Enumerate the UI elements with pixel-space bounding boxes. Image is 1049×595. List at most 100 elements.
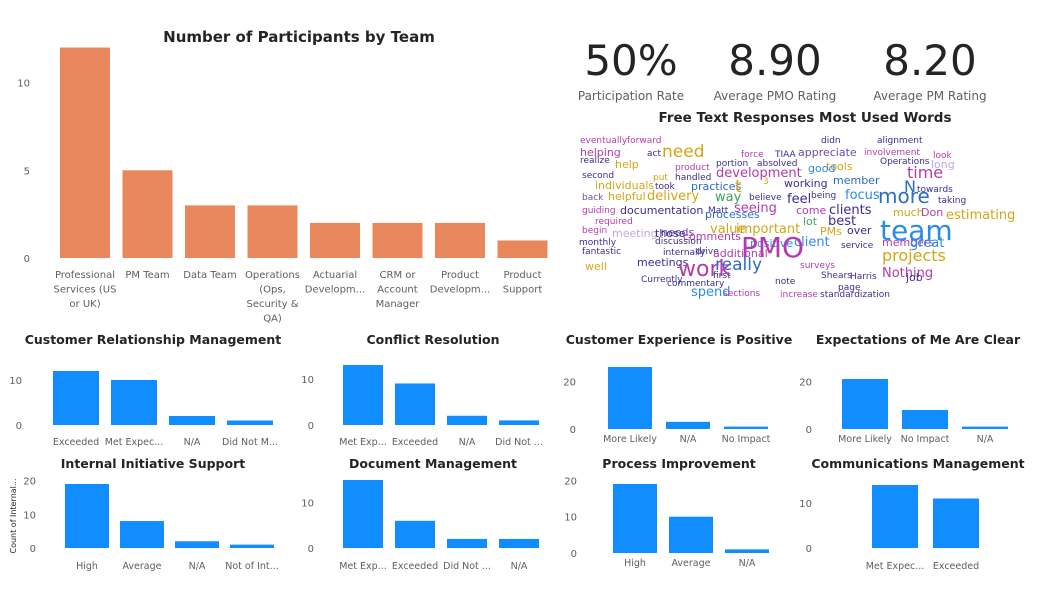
word-cloud-word: documentation — [620, 204, 703, 217]
y-tick-label: 0 — [308, 421, 314, 432]
x-tick-label: Met Expec... — [105, 437, 164, 448]
x-tick-label: or UK) — [69, 299, 100, 310]
word-cloud-word: need — [662, 142, 704, 162]
chart-title: Customer Relationship Management — [25, 332, 282, 347]
word-cloud-word: estimating — [946, 208, 1015, 223]
word-cloud-word: important — [736, 222, 800, 237]
word-cloud-word: additional — [713, 247, 768, 260]
x-tick-label: Account — [377, 285, 417, 296]
word-cloud-word: lot — [803, 215, 818, 228]
word-cloud-word: t — [735, 177, 742, 197]
word-cloud-word: guiding — [582, 206, 616, 216]
word-cloud-word: increase — [780, 290, 818, 300]
kpi-label: Average PM Rating — [873, 89, 987, 103]
word-cloud-word: delivery — [647, 189, 700, 204]
word-cloud-word: client — [794, 235, 830, 250]
x-tick-label: PM Team — [125, 270, 169, 281]
word-cloud-word: took — [655, 182, 676, 192]
word-cloud-word: development — [716, 166, 802, 181]
y-tick-label: 10 — [9, 376, 22, 387]
y-tick-label: 20 — [563, 377, 576, 388]
word-cloud: eventually forward didn alignment helping act… — [579, 136, 1015, 300]
x-tick-label: No Impact — [901, 434, 950, 445]
word-cloud-word: Currently — [641, 275, 683, 285]
bar — [185, 205, 235, 258]
word-cloud-word: members — [882, 236, 934, 249]
word-cloud-word: didn — [821, 136, 841, 146]
chart-title: Expectations of Me Are Clear — [816, 332, 1021, 347]
word-cloud-word: helping — [580, 146, 621, 159]
bar — [608, 367, 652, 429]
x-tick-label: Did Not M... — [222, 437, 278, 448]
word-cloud-word: Harris — [850, 272, 877, 282]
y-tick-label: 10 — [301, 375, 314, 386]
bar — [435, 222, 485, 258]
x-tick-label: Services (US — [54, 285, 117, 296]
x-tick-label: More Likely — [838, 434, 892, 445]
x-tick-label: Developm... — [430, 285, 490, 296]
x-tick-label: Exceeded — [392, 561, 438, 572]
y-tick-label: 0 — [308, 544, 314, 555]
word-cloud-word: 3 — [763, 177, 769, 187]
bar — [60, 47, 110, 259]
bar — [447, 538, 487, 548]
y-tick-label: 0 — [806, 544, 812, 555]
word-cloud-word: required — [595, 217, 633, 227]
x-tick-label: Manager — [376, 299, 421, 310]
y-tick-label: 10 — [301, 499, 314, 510]
word-cloud-word: long — [931, 158, 955, 171]
x-tick-label: More Likely — [603, 434, 657, 445]
y-tick-label: 10 — [23, 510, 36, 521]
bar — [499, 420, 539, 425]
chart-communications-management: Communications Management 0 10 Met Expec...… — [799, 456, 1024, 572]
x-tick-label: Exceeded — [53, 437, 99, 448]
x-tick-label: Met Expec... — [866, 561, 925, 572]
word-cloud-word: being — [811, 191, 836, 201]
x-tick-label: Did Not ... — [443, 561, 491, 572]
chart-title: Number of Participants by Team — [163, 28, 435, 46]
word-cloud-word: individuals — [595, 179, 654, 192]
y-tick-label: 10 — [17, 79, 30, 90]
word-cloud-word: forward — [627, 136, 662, 146]
bar — [842, 379, 888, 429]
x-tick-label: Exceeded — [933, 561, 979, 572]
word-cloud-word: standardization — [820, 290, 890, 300]
word-cloud-title: Free Text Responses Most Used Words — [658, 110, 952, 126]
word-cloud-word: processes — [705, 208, 760, 221]
x-tick-label: Developm... — [305, 285, 365, 296]
word-cloud-word: clients — [829, 203, 872, 218]
chart-process-improvement: Process Improvement 0 10 20 High Average N/A — [564, 456, 769, 569]
y-tick-label: 0 — [570, 425, 576, 436]
word-cloud-word: comments — [683, 230, 741, 243]
x-tick-label: CRM or — [380, 270, 417, 281]
word-cloud-word: Don — [921, 206, 943, 219]
x-tick-label: Not of Int... — [225, 561, 278, 572]
word-cloud-word: commentary — [667, 279, 725, 289]
x-tick-label: High — [624, 558, 646, 569]
word-cloud-word: sections — [723, 289, 760, 299]
word-cloud-word: needs — [661, 226, 694, 239]
bar — [343, 365, 383, 425]
word-cloud-word: more — [878, 184, 930, 208]
word-cloud-word: force — [741, 150, 764, 160]
word-cloud-word: projects — [882, 246, 946, 265]
word-cloud-word: alignment — [877, 136, 923, 146]
x-tick-label: Did Not ... — [495, 437, 543, 448]
chart-title: Document Management — [349, 456, 517, 471]
x-tick-label: Average — [122, 561, 161, 572]
word-cloud-word: working — [784, 177, 828, 190]
x-tick-label: Product — [504, 270, 542, 281]
chart-title: Internal Initiative Support — [61, 456, 245, 471]
y-tick-label: 20 — [799, 377, 812, 388]
word-cloud-word: fantastic — [582, 247, 621, 257]
word-cloud-word: internally — [663, 248, 706, 258]
word-cloud-word: put — [653, 173, 668, 183]
word-cloud-word: work — [678, 257, 731, 282]
word-cloud-word: towards — [917, 185, 953, 195]
x-tick-label: Security & — [246, 299, 298, 310]
bar — [724, 426, 768, 429]
x-tick-label: No Impact — [722, 434, 771, 445]
word-cloud-word: those — [655, 227, 686, 240]
kpi-participation-rate: 50% Participation Rate — [551, 36, 711, 103]
word-cloud-word: Operations — [880, 157, 930, 167]
